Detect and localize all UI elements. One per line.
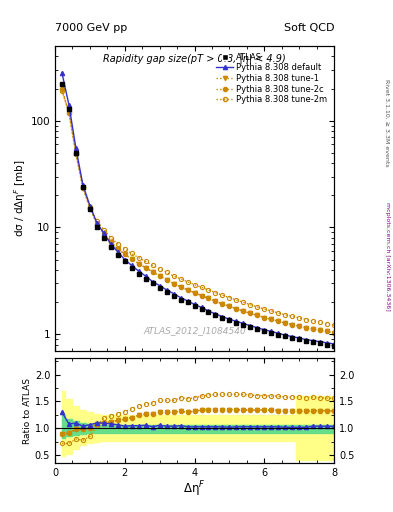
Text: ATLAS_2012_I1084540: ATLAS_2012_I1084540 [143, 327, 246, 335]
Y-axis label: Ratio to ATLAS: Ratio to ATLAS [23, 378, 32, 444]
Legend: ATLAS, Pythia 8.308 default, Pythia 8.308 tune-1, Pythia 8.308 tune-2c, Pythia 8: ATLAS, Pythia 8.308 default, Pythia 8.30… [214, 50, 330, 107]
Text: 7000 GeV pp: 7000 GeV pp [55, 23, 127, 33]
Text: mcplots.cern.ch [arXiv:1306.3436]: mcplots.cern.ch [arXiv:1306.3436] [385, 202, 389, 310]
Text: Rivet 3.1.10, ≥ 3.3M events: Rivet 3.1.10, ≥ 3.3M events [385, 79, 389, 167]
Text: Soft QCD: Soft QCD [284, 23, 334, 33]
Y-axis label: dσ / dΔη$^F$ [mb]: dσ / dΔη$^F$ [mb] [12, 160, 28, 237]
X-axis label: Δη$^F$: Δη$^F$ [183, 480, 206, 499]
Text: Rapidity gap size(pT > 0.8, |η| < 4.9): Rapidity gap size(pT > 0.8, |η| < 4.9) [103, 54, 286, 64]
